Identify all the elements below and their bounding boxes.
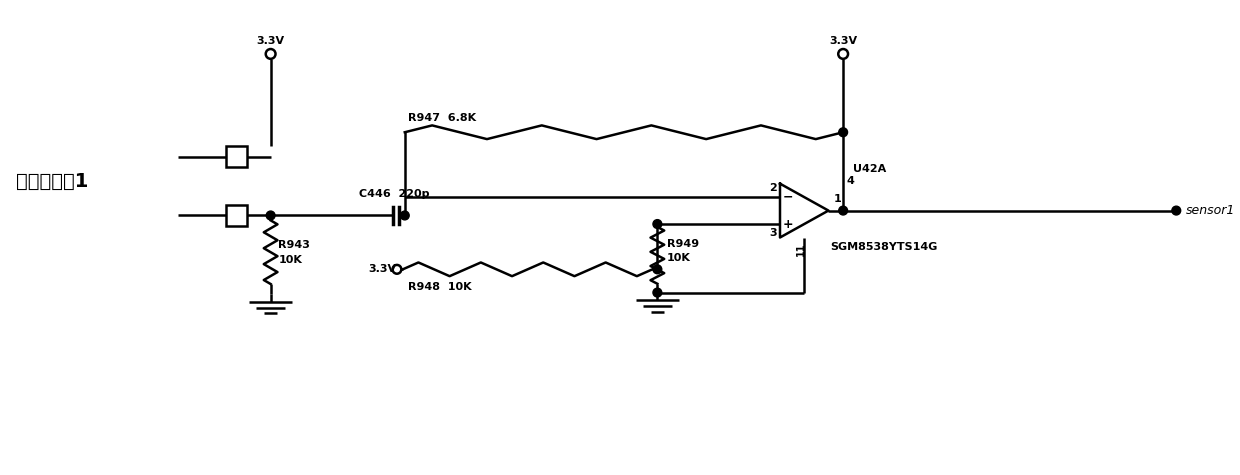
Text: R948  10K: R948 10K — [408, 282, 471, 292]
Text: 3: 3 — [770, 228, 777, 238]
Text: R943: R943 — [279, 240, 310, 250]
Circle shape — [653, 219, 662, 228]
Circle shape — [267, 211, 275, 220]
Text: sensor1: sensor1 — [1187, 204, 1235, 217]
Text: 压力传感器1: 压力传感器1 — [16, 171, 88, 190]
Circle shape — [653, 288, 662, 297]
Text: −: − — [782, 190, 794, 204]
Circle shape — [838, 128, 848, 137]
Text: 2: 2 — [769, 183, 777, 193]
Text: 11: 11 — [796, 242, 806, 256]
Text: 10K: 10K — [667, 253, 691, 263]
Bar — [226, 205, 247, 226]
Text: 10K: 10K — [279, 255, 303, 265]
Bar — [226, 146, 247, 168]
Circle shape — [653, 265, 662, 274]
Text: 1: 1 — [833, 194, 841, 204]
Circle shape — [1172, 206, 1180, 215]
Text: 3.3V: 3.3V — [257, 36, 285, 46]
Text: +: + — [782, 218, 794, 230]
Text: R947  6.8K: R947 6.8K — [408, 113, 476, 123]
Circle shape — [401, 211, 409, 220]
Text: C446  220p: C446 220p — [358, 189, 429, 199]
Text: 4: 4 — [846, 176, 854, 186]
Text: R949: R949 — [667, 238, 699, 248]
Text: SGM8538YTS14G: SGM8538YTS14G — [831, 242, 937, 252]
Text: 3.3V: 3.3V — [830, 36, 857, 46]
Text: U42A: U42A — [853, 164, 887, 174]
Circle shape — [838, 206, 848, 215]
Text: 3.3V: 3.3V — [368, 264, 396, 275]
